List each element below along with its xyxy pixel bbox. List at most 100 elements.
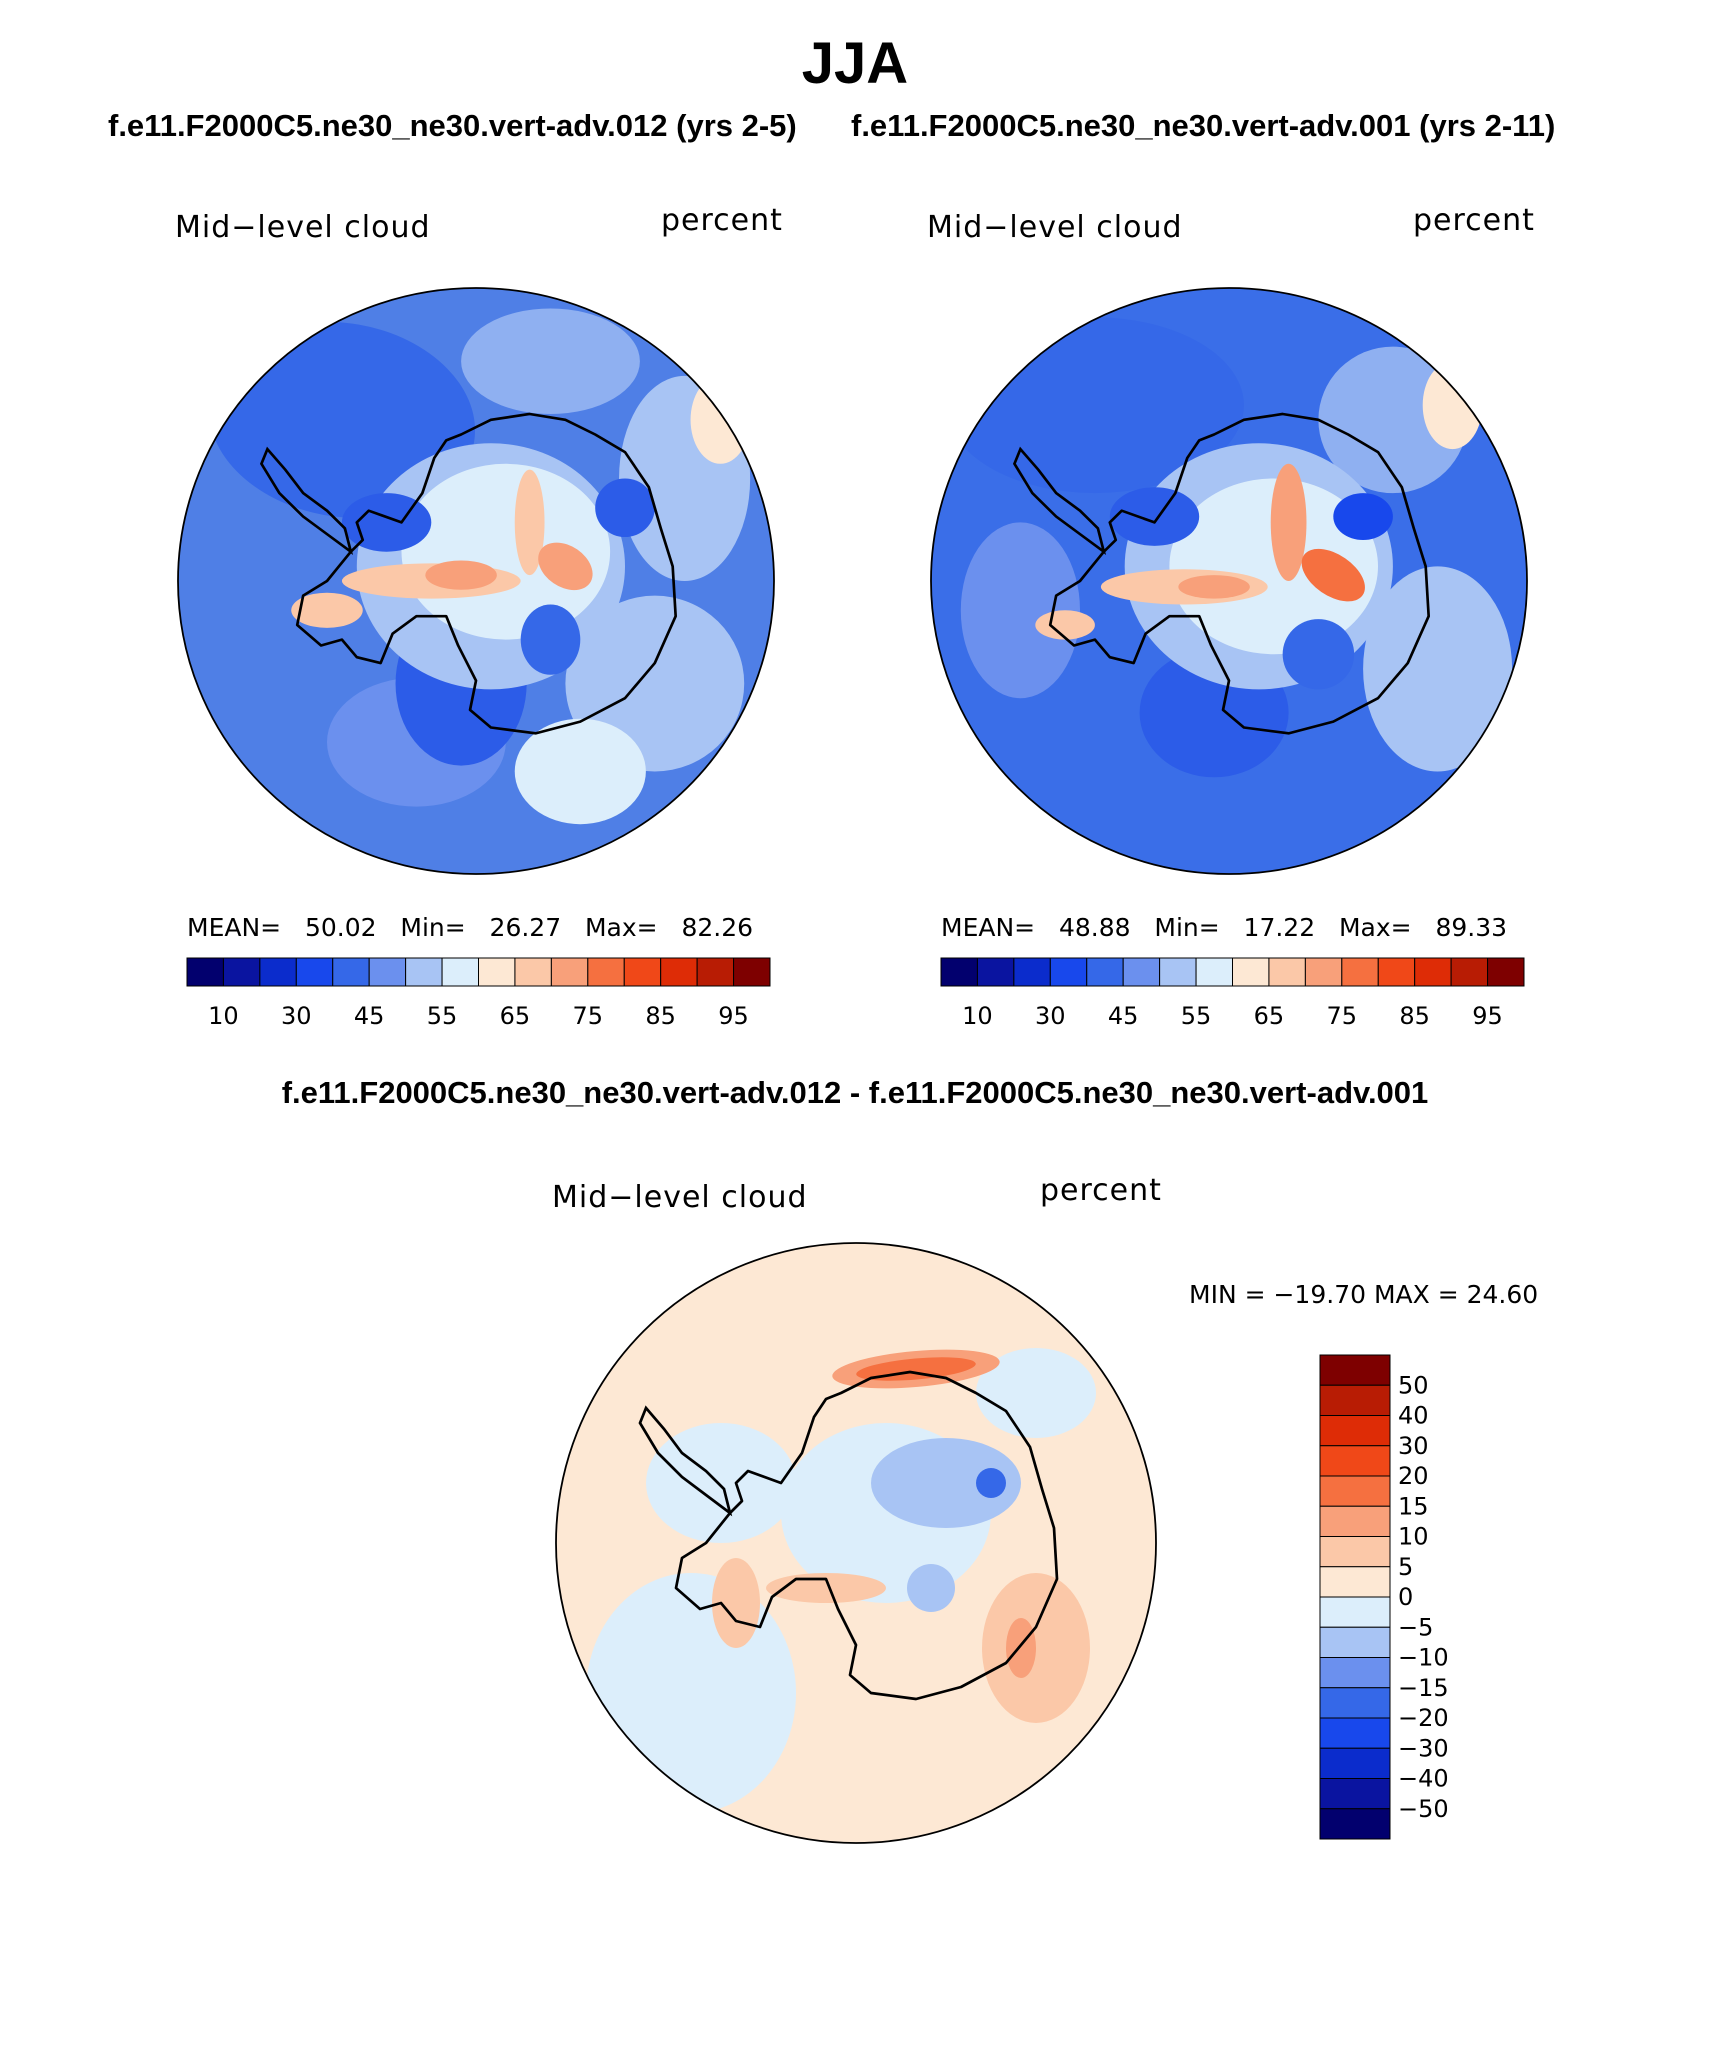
panel-a-colorbar-tick-label: 65 xyxy=(500,1002,531,1030)
panel-a-map-border xyxy=(177,287,775,875)
panel-b-colorbar: 10 30 45 55 65 75 85 95 xyxy=(940,957,1525,1030)
panel-b-contour-region xyxy=(1282,619,1355,690)
panel-a-colorbar-tick-label: 30 xyxy=(281,1002,312,1030)
panel-b-colorbar-swatch xyxy=(1304,957,1343,987)
max-value: 82.26 xyxy=(681,913,754,942)
panel-a-colorbar-tick-label: 75 xyxy=(573,1002,604,1030)
panel-a-peninsula-coastline xyxy=(259,446,354,555)
panel-a-colorbar-tick-label: 55 xyxy=(427,1002,458,1030)
diff-map-border xyxy=(555,1242,1157,1844)
panel-b-contour-region xyxy=(1363,566,1513,772)
panel-a-contour-region xyxy=(341,493,432,552)
max-label: Max= xyxy=(584,913,658,942)
panel-b-colorbar-tick-label: 45 xyxy=(1108,1002,1139,1030)
panel-b-colorbar-swatch xyxy=(1086,957,1124,987)
diff-colorbar-swatch xyxy=(1319,1415,1391,1447)
diff-contour-region xyxy=(871,1438,1021,1528)
case-b-header: f.e11.F2000C5.ne30_ne30.vert-adv.001 (yr… xyxy=(851,108,1556,143)
diff-colorbar-tick-label: −30 xyxy=(1398,1734,1449,1762)
max-label: Max= xyxy=(1338,913,1412,942)
diff-colorbar-swatch xyxy=(1319,1475,1391,1507)
diff-colorbar-tick-label: 40 xyxy=(1398,1402,1429,1430)
diff-colorbar-tick-label: −10 xyxy=(1398,1644,1449,1672)
panel-b-colorbar-tick-label: 30 xyxy=(1035,1002,1066,1030)
diff-colorbar-tick-label: 50 xyxy=(1398,1371,1429,1399)
panel-a-contour-region xyxy=(461,308,640,414)
diff-colorbar-swatch xyxy=(1319,1808,1391,1840)
panel-b-colorbar-tick-label: 95 xyxy=(1472,1002,1503,1030)
diff-colorbar-tick-label: −5 xyxy=(1398,1613,1433,1641)
diff-colorbar-swatch xyxy=(1319,1505,1391,1537)
panel-b-contour-region xyxy=(1035,610,1095,640)
panel-a-colorbar-swatch xyxy=(295,957,334,987)
panel-b-units: percent xyxy=(1413,203,1535,238)
panel-b-colorbar-tick-label: 65 xyxy=(1254,1002,1285,1030)
max-value: 89.33 xyxy=(1435,913,1508,942)
panel-b-contour-region xyxy=(1422,361,1483,450)
panel-b-colorbar-swatch xyxy=(1232,957,1270,987)
mean-label: MEAN= xyxy=(187,913,282,942)
diff-colorbar-tick-label: −40 xyxy=(1398,1765,1449,1793)
panel-b-map-border xyxy=(930,287,1528,875)
mean-value: 50.02 xyxy=(304,913,377,942)
panel-a-contour-region xyxy=(514,718,646,825)
diff-colorbar-swatch xyxy=(1319,1657,1391,1689)
diff-variable: Mid−level cloud xyxy=(552,1180,808,1215)
panel-a-colorbar-swatch xyxy=(733,957,771,987)
panel-a-contour-region xyxy=(291,592,363,628)
panel-b-stats: MEAN= 48.88 Min= 17.22 Max= 89.33 xyxy=(941,913,1507,942)
panel-a-colorbar-swatch xyxy=(259,957,297,987)
panel-a-colorbar-swatch xyxy=(514,957,552,987)
diff-colorbar-tick-label: 5 xyxy=(1398,1553,1413,1581)
panel-b-colorbar-swatch xyxy=(1268,957,1306,987)
panel-b-colorbar-swatch xyxy=(1195,957,1233,987)
panel-a-colorbar-swatch xyxy=(550,957,589,987)
panel-a-colorbar-swatch xyxy=(660,957,698,987)
diff-colorbar-swatch xyxy=(1319,1778,1391,1810)
panel-b-contour-region xyxy=(1169,478,1378,655)
panel-b-colorbar-tick-label: 85 xyxy=(1399,1002,1430,1030)
diff-colorbar-swatch xyxy=(1319,1384,1391,1416)
panel-a-colorbar-swatch xyxy=(186,957,224,987)
panel-a-contour-region xyxy=(208,321,476,518)
panel-a-colorbar-swatch xyxy=(368,957,407,987)
panel-a-contour-region xyxy=(538,542,593,591)
panel-a-coastline xyxy=(295,412,678,735)
panel-a-colorbar-swatch xyxy=(222,957,261,987)
panel-a-colorbar-swatch xyxy=(405,957,443,987)
panel-b-map xyxy=(930,287,1528,875)
panel-b-colorbar-swatch xyxy=(1122,957,1161,987)
panel-b-variable: Mid−level cloud xyxy=(927,210,1183,245)
figure-title: JJA xyxy=(801,31,909,96)
diff-minmax: MIN = −19.70 MAX = 24.60 xyxy=(1189,1280,1539,1309)
diff-contour-region xyxy=(982,1573,1090,1723)
panel-b-colorbar-tick-label: 55 xyxy=(1181,1002,1212,1030)
panel-a-units: percent xyxy=(661,203,783,238)
panel-b-colorbar-tick-label: 75 xyxy=(1327,1002,1358,1030)
panel-a-colorbar-swatch xyxy=(478,957,516,987)
panel-a-contour-region xyxy=(690,375,751,464)
panel-b-contour-region xyxy=(1178,575,1250,599)
panel-b-colorbar-swatch xyxy=(976,957,1015,987)
panel-a-stats: MEAN= 50.02 Min= 26.27 Max= 82.26 xyxy=(187,913,753,942)
diff-units: percent xyxy=(1040,1173,1162,1208)
diff-colorbar-tick-label: 15 xyxy=(1398,1492,1429,1520)
mean-label: MEAN= xyxy=(941,913,1036,942)
panel-a-colorbar-swatch xyxy=(696,957,735,987)
panel-a-colorbar: 10 30 45 55 65 75 85 95 xyxy=(186,957,771,1030)
diff-coastline xyxy=(674,1370,1059,1701)
panel-b-colorbar-swatch xyxy=(1013,957,1051,987)
diff-header: f.e11.F2000C5.ne30_ne30.vert-adv.012 - f… xyxy=(281,1075,1429,1110)
diff-colorbar-tick-label: −20 xyxy=(1398,1704,1449,1732)
diff-colorbar-swatch xyxy=(1319,1536,1391,1568)
min-value: 26.27 xyxy=(489,913,562,942)
diff-colorbar-swatch xyxy=(1319,1626,1391,1658)
diff-peninsula-coastline xyxy=(638,1405,733,1517)
panel-a-contour-region xyxy=(595,478,655,538)
panel-b-contour-region xyxy=(1333,493,1393,540)
diff-contour-region xyxy=(712,1558,760,1648)
panel-b-contour-region xyxy=(1109,487,1200,546)
diff-colorbar-tick-label: 0 xyxy=(1398,1583,1413,1611)
panel-a-contour-region xyxy=(425,560,497,590)
